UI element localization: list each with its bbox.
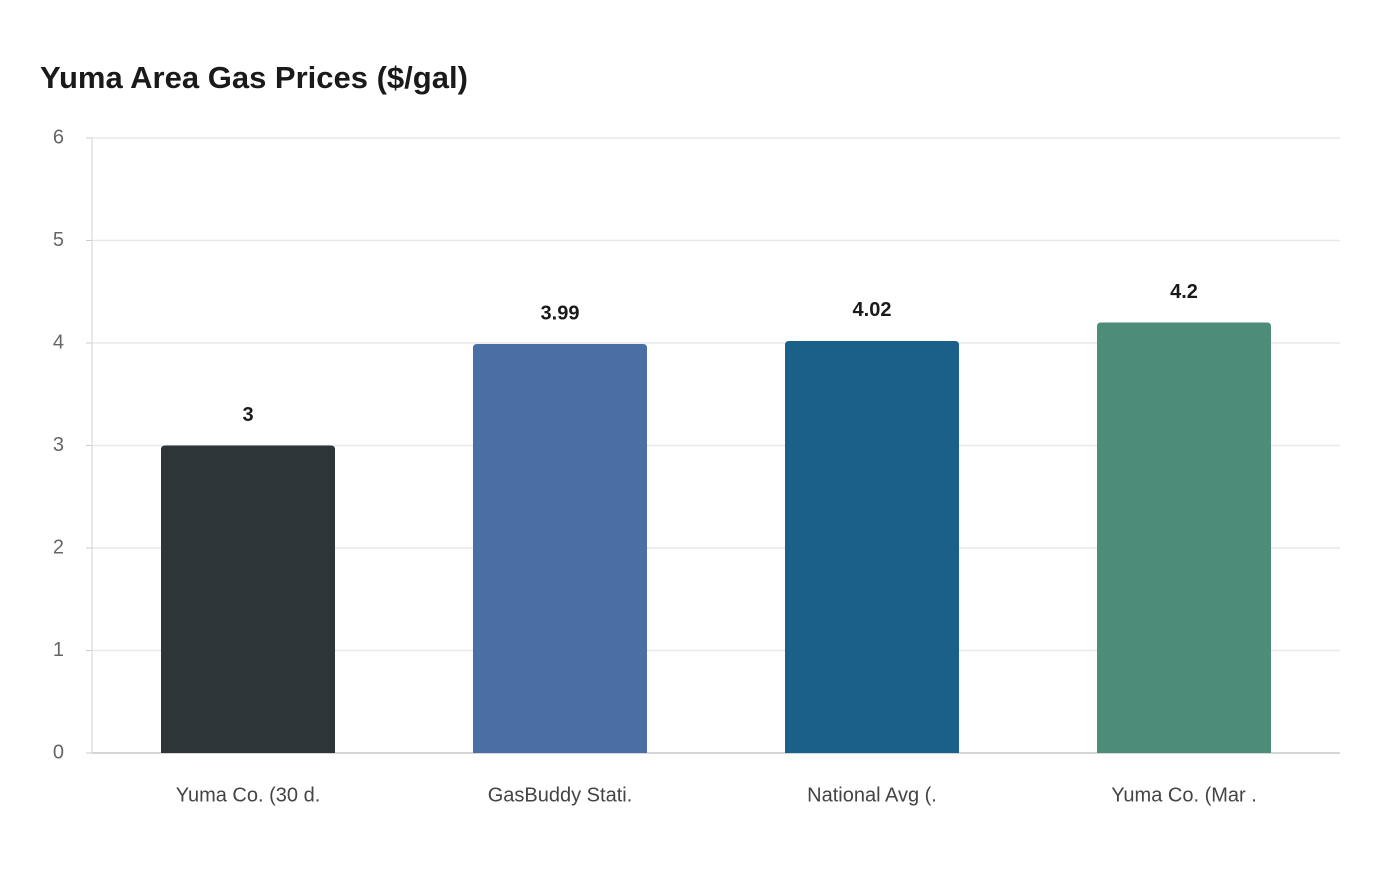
y-tick-label: 2 <box>53 536 64 558</box>
y-tick-label: 6 <box>53 126 64 148</box>
y-tick-label: 3 <box>53 434 64 456</box>
bar <box>785 340 959 753</box>
bar <box>473 344 647 753</box>
bar <box>1097 322 1271 753</box>
bar <box>161 445 335 753</box>
y-tick-label: 0 <box>53 741 64 763</box>
value-label: 3.99 <box>541 302 580 324</box>
y-tick-label: 4 <box>53 331 64 353</box>
y-tick-label: 1 <box>53 639 64 661</box>
chart-title: Yuma Area Gas Prices ($/gal) <box>40 60 468 95</box>
y-tick-label: 5 <box>53 229 64 251</box>
x-tick-label: Yuma Co. (Mar . <box>1111 784 1257 806</box>
value-label: 4.02 <box>853 299 892 321</box>
value-label: 4.2 <box>1170 281 1198 303</box>
value-label: 3 <box>242 404 253 426</box>
x-tick-label: National Avg (. <box>807 784 937 806</box>
x-tick-label: GasBuddy Stati. <box>488 784 633 806</box>
x-tick-label: Yuma Co. (30 d. <box>176 784 321 806</box>
